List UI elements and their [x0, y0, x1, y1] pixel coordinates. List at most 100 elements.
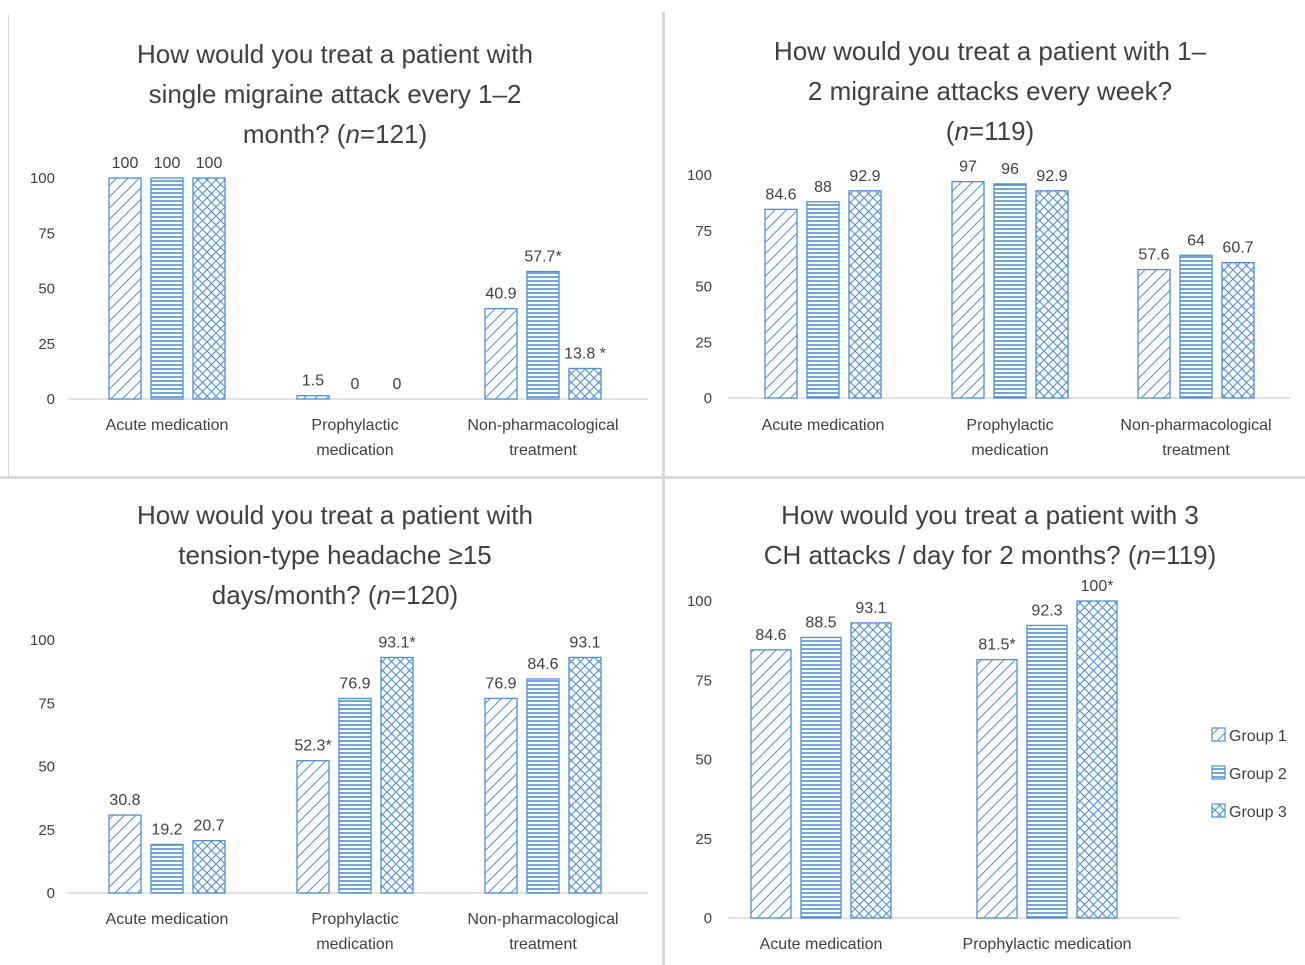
legend-label: Group 2 [1229, 766, 1287, 783]
chart-title-line: single migraine attack every 1–2 [149, 79, 522, 109]
bar-group-1 [484, 697, 518, 894]
category-label: medication [316, 442, 393, 459]
data-label: 13.8 * [564, 346, 606, 363]
y-tick-label: 75 [38, 225, 55, 242]
bar-group-3 [380, 656, 414, 894]
data-label: 19.2 [151, 821, 182, 838]
data-label: 93.1 [855, 600, 886, 617]
chart-title-line: days/month? (n=120) [212, 580, 458, 610]
data-label: 76.9 [485, 675, 516, 692]
bar-group-1 [1137, 268, 1171, 399]
chart-title-part: =121) [360, 119, 427, 149]
legend-label: Group 1 [1229, 728, 1287, 745]
bar-group-1 [764, 208, 798, 399]
data-label: 84.6 [755, 627, 786, 644]
chart-title-line: 2 migraine attacks every week? [808, 76, 1172, 106]
data-label: 64 [1187, 232, 1205, 249]
data-label: 88 [814, 179, 832, 196]
chart-title-part: n [345, 119, 359, 149]
bar-group-3 [192, 177, 226, 400]
data-label: 40.9 [485, 286, 516, 303]
y-tick-label: 75 [695, 223, 712, 240]
chart-title-line: How would you treat a patient with 1– [774, 36, 1207, 66]
data-label: 30.8 [109, 792, 140, 809]
y-tick-label: 75 [38, 695, 55, 712]
bar-group-2 [150, 177, 184, 400]
y-tick-label: 75 [695, 672, 712, 689]
y-tick-label: 100 [30, 170, 55, 187]
chart-title-part: =119) [1151, 540, 1216, 570]
chart-title-line: (n=119) [946, 116, 1034, 146]
bar-group-3 [568, 367, 602, 400]
chart-title-part: n [954, 116, 968, 146]
category-label: Acute medication [760, 936, 883, 953]
data-label: 92.9 [849, 168, 880, 185]
bar-group-3 [848, 190, 882, 399]
y-tick-label: 100 [687, 593, 712, 610]
bar-group-3 [1076, 600, 1118, 919]
bar-group-3 [850, 622, 892, 919]
data-label: 57.7* [524, 248, 561, 265]
chart-2: How would you treat a patient with 1– 2 m… [687, 36, 1290, 459]
bar-group-1 [976, 658, 1018, 919]
bar-group-3 [568, 656, 602, 894]
chart-title-line: tension-type headache ≥15 [178, 540, 492, 570]
chart-title-line: How would you treat a patient with 3 [781, 500, 1199, 530]
bar-group-3 [1221, 261, 1255, 399]
bar-group-1 [296, 395, 330, 400]
bar-group-2 [800, 636, 842, 919]
bar-group-3 [192, 839, 226, 894]
y-tick-label: 0 [704, 390, 712, 407]
category-label: treatment [509, 936, 577, 953]
chart-title-part: month? ( [243, 119, 346, 149]
data-label: 93.1* [378, 634, 415, 651]
bar-group-2 [150, 843, 184, 894]
divider-top-left-border [8, 14, 9, 476]
divider-horizontal [0, 476, 1305, 479]
bar-group-3 [1035, 190, 1069, 399]
chart-title-part: =120) [391, 580, 458, 610]
chart-title-part: n [377, 580, 391, 610]
bar-group-2 [526, 678, 560, 894]
legend-swatch [1211, 803, 1226, 818]
bar-group-2 [526, 270, 560, 400]
category-label: Acute medication [106, 417, 229, 434]
legend-swatch [1211, 727, 1226, 742]
data-label: 100* [1081, 578, 1114, 595]
bar-group-2 [806, 201, 840, 399]
chart-title-line: How would you treat a patient with [137, 500, 533, 530]
chart-title-part: =119) [969, 116, 1034, 146]
legend: Group 1 Group 2 Group 3 [1211, 727, 1287, 821]
category-label: Prophylactic medication [963, 936, 1132, 953]
legend-swatch [1211, 765, 1226, 780]
data-label: 92.3 [1031, 602, 1062, 619]
y-tick-label: 50 [695, 279, 712, 296]
y-tick-label: 0 [47, 391, 55, 408]
legend-label: Group 3 [1229, 804, 1287, 821]
bar-group-2 [1026, 624, 1068, 919]
data-label: 84.6 [765, 186, 796, 203]
data-label: 96 [1001, 161, 1019, 178]
y-tick-label: 50 [38, 281, 55, 298]
y-tick-label: 100 [687, 167, 712, 184]
data-label: 81.5* [978, 637, 1015, 654]
category-label: Non-pharmacological [1120, 417, 1271, 434]
y-tick-label: 25 [695, 831, 712, 848]
y-tick-label: 50 [695, 752, 712, 769]
data-label: 93.1 [569, 634, 600, 651]
y-tick-label: 0 [704, 910, 712, 927]
data-label: 76.9 [339, 675, 370, 692]
y-tick-label: 0 [47, 885, 55, 902]
bar-group-1 [750, 649, 792, 919]
y-tick-label: 25 [38, 822, 55, 839]
category-label: medication [971, 442, 1048, 459]
data-label: 52.3* [294, 738, 331, 755]
category-label: treatment [509, 442, 577, 459]
divider-vertical-bottom [662, 479, 665, 965]
chart-title-part: n [1137, 540, 1151, 570]
category-label: treatment [1162, 442, 1230, 459]
chart-1: How would you treat a patient with single… [30, 39, 648, 459]
category-label: Prophylactic [311, 417, 398, 434]
chart-4: How would you treat a patient with 3 CH a… [687, 500, 1216, 953]
